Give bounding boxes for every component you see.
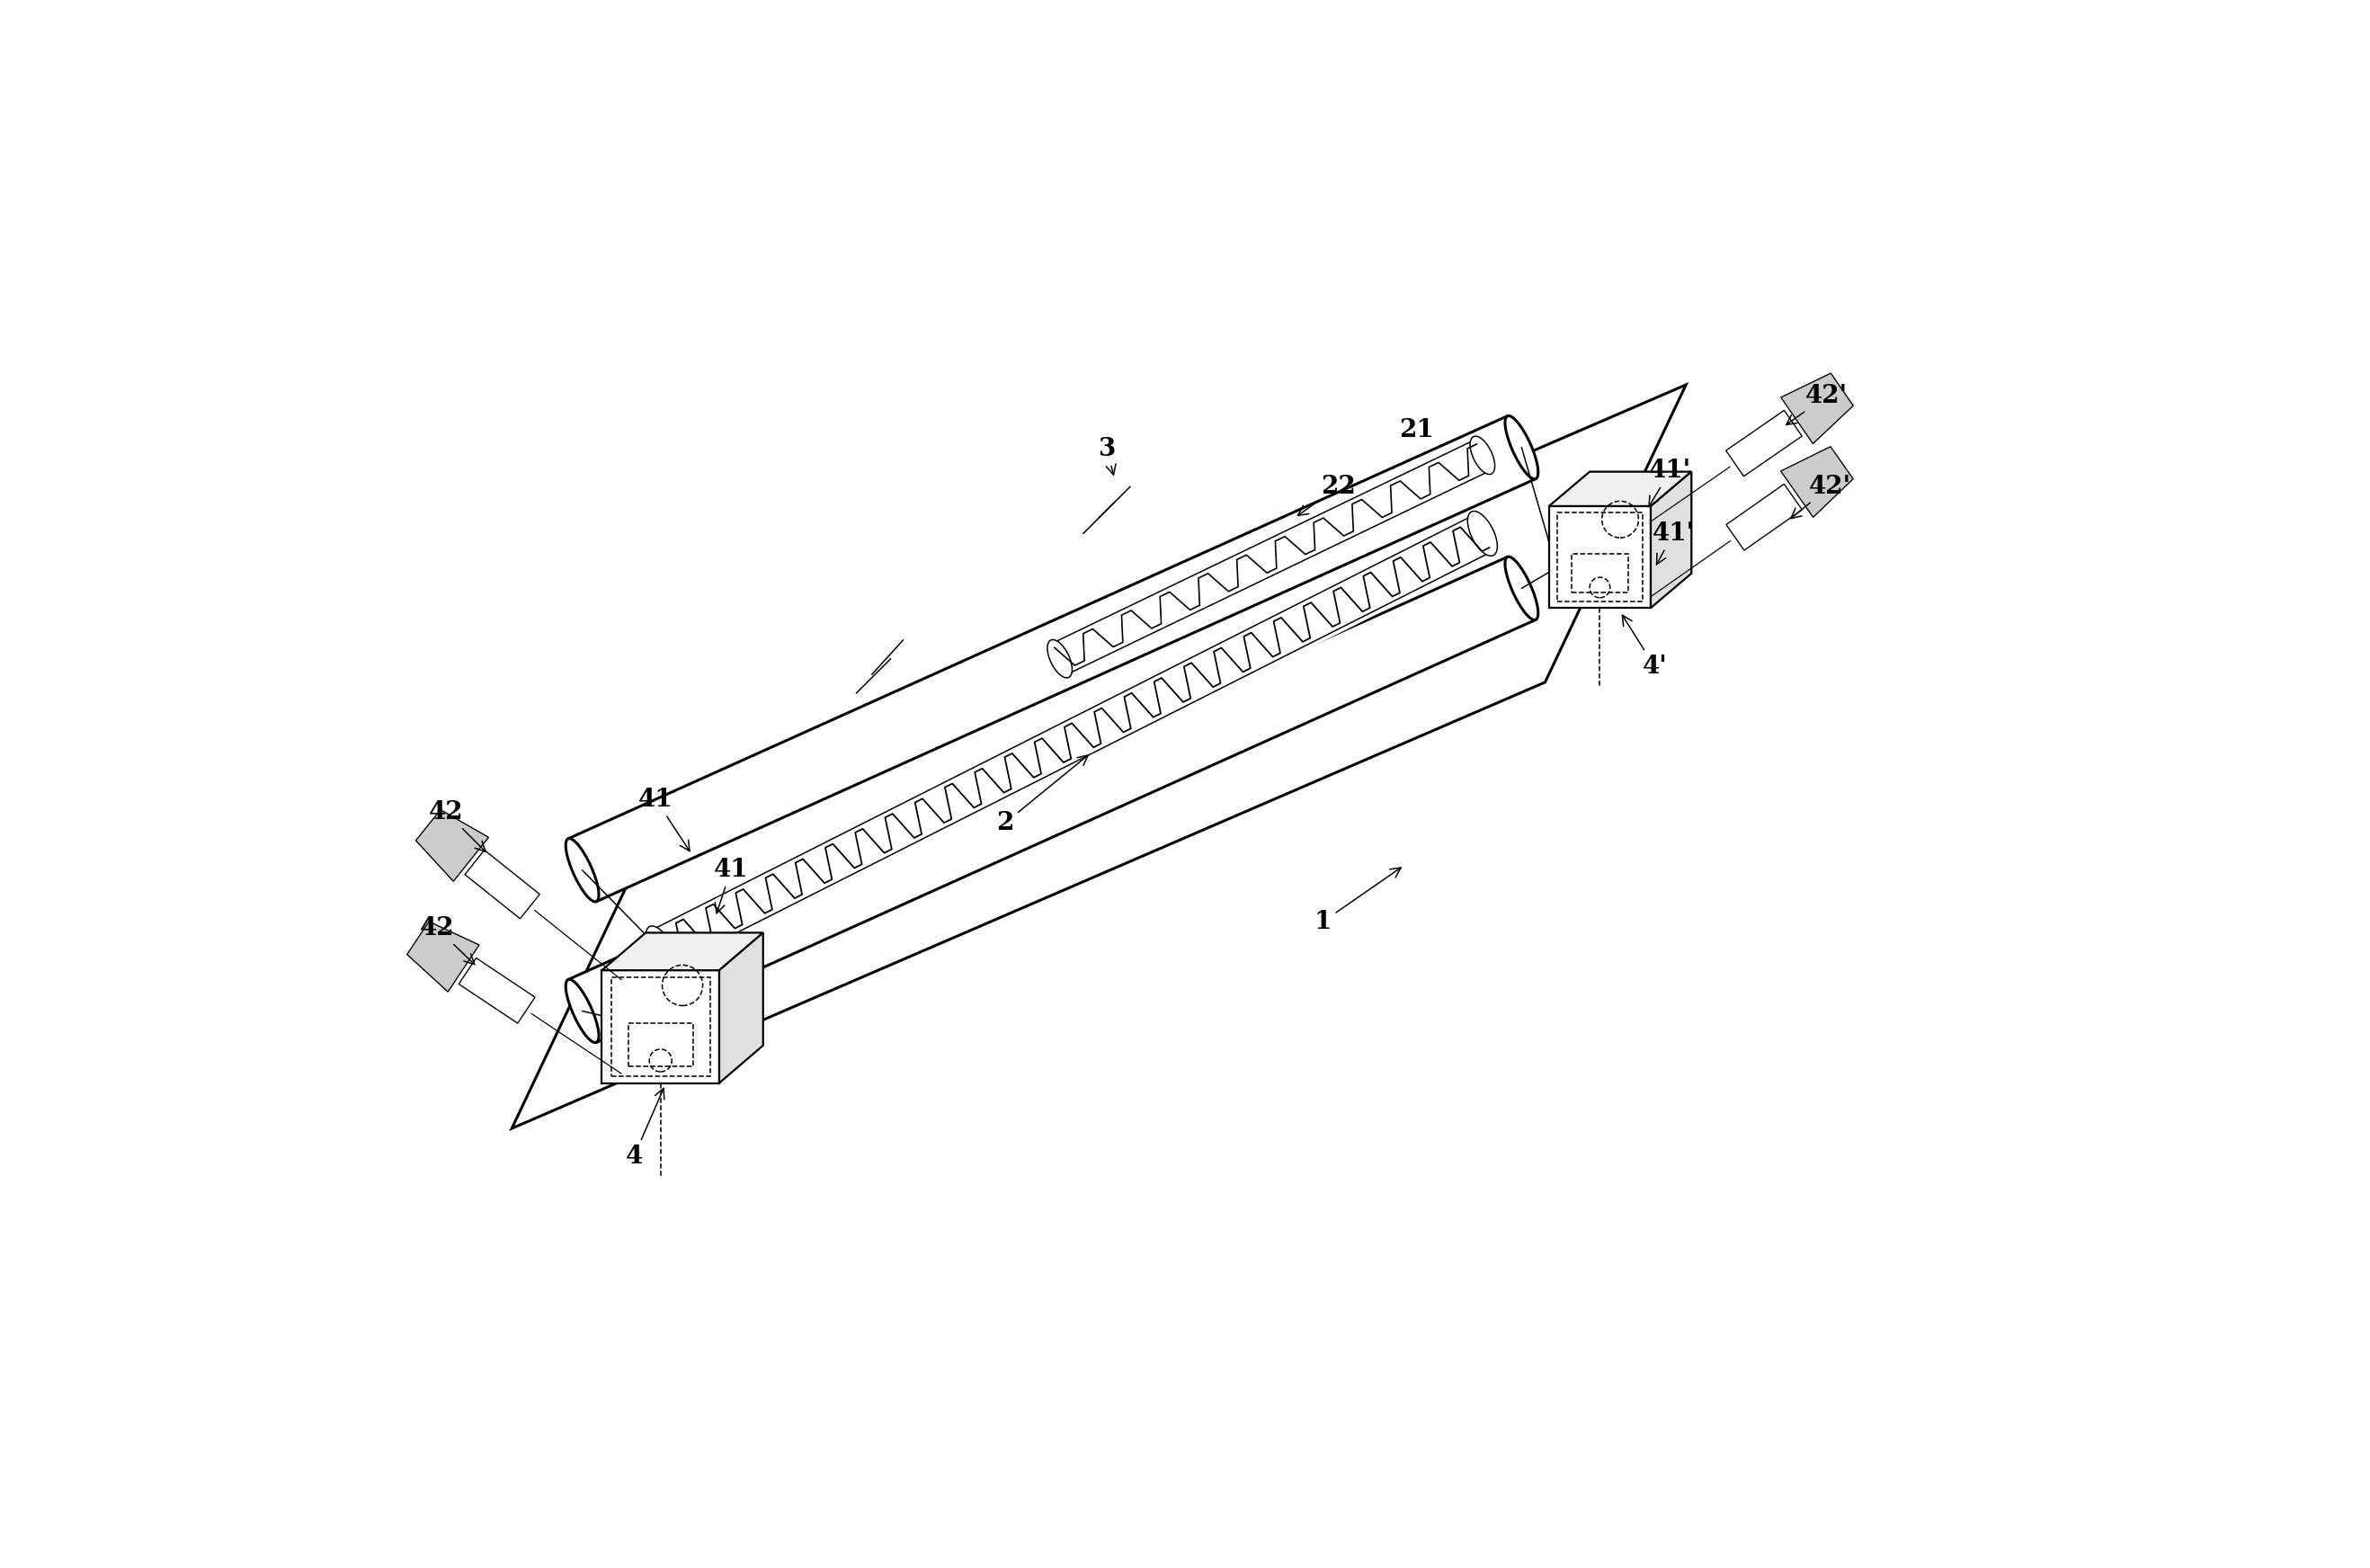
Polygon shape xyxy=(408,922,479,993)
Text: 42': 42' xyxy=(1792,475,1851,519)
Polygon shape xyxy=(718,933,763,1083)
Ellipse shape xyxy=(645,927,675,971)
Text: 42: 42 xyxy=(429,800,486,851)
Text: 22: 22 xyxy=(1299,475,1356,516)
Ellipse shape xyxy=(1505,416,1538,480)
Polygon shape xyxy=(512,384,1685,1129)
Polygon shape xyxy=(1780,447,1853,517)
Text: 41: 41 xyxy=(713,858,749,913)
Polygon shape xyxy=(465,850,540,919)
Text: 42: 42 xyxy=(419,916,474,964)
Ellipse shape xyxy=(1469,436,1495,474)
Text: 4: 4 xyxy=(626,1088,664,1168)
Text: 1: 1 xyxy=(1313,867,1401,935)
Text: 41: 41 xyxy=(638,787,690,851)
Polygon shape xyxy=(569,416,1536,902)
Ellipse shape xyxy=(566,980,600,1043)
Text: 41': 41' xyxy=(1650,459,1692,506)
Polygon shape xyxy=(1780,373,1853,444)
Polygon shape xyxy=(602,971,718,1083)
Ellipse shape xyxy=(1505,557,1538,619)
Polygon shape xyxy=(1550,506,1652,608)
Polygon shape xyxy=(460,958,536,1024)
Polygon shape xyxy=(602,933,763,971)
Polygon shape xyxy=(569,557,1536,1043)
Ellipse shape xyxy=(1467,511,1498,557)
Polygon shape xyxy=(1550,472,1692,506)
Text: 3: 3 xyxy=(1097,437,1116,475)
Ellipse shape xyxy=(1048,640,1071,677)
Text: 21: 21 xyxy=(1398,419,1434,442)
Polygon shape xyxy=(1050,436,1491,677)
Ellipse shape xyxy=(566,839,600,902)
Text: 4': 4' xyxy=(1623,615,1666,679)
Polygon shape xyxy=(1652,472,1692,608)
Polygon shape xyxy=(1725,411,1801,477)
Text: 2: 2 xyxy=(995,756,1088,836)
Polygon shape xyxy=(649,511,1493,971)
Text: 41': 41' xyxy=(1652,522,1695,564)
Polygon shape xyxy=(1725,485,1801,550)
Polygon shape xyxy=(415,809,488,881)
Text: 42': 42' xyxy=(1787,384,1849,425)
